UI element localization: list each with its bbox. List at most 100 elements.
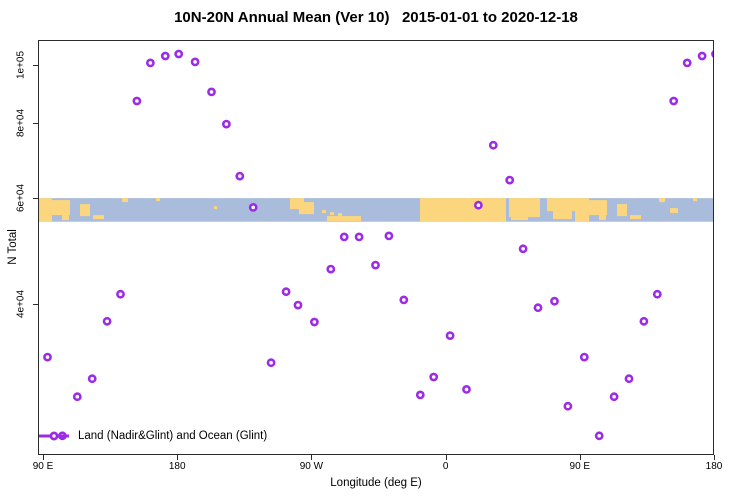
data-point [339, 232, 349, 242]
data-point [505, 175, 515, 185]
data-point [445, 331, 455, 340]
data-point [281, 287, 291, 297]
data-point [72, 392, 82, 402]
data-point [384, 231, 394, 241]
y-tick-mark [33, 303, 38, 305]
map-strip-land [693, 198, 697, 202]
data-point [190, 57, 200, 67]
data-point [550, 296, 559, 306]
y-tick-mark [33, 198, 38, 200]
data-point [669, 96, 679, 106]
data-point [639, 316, 649, 326]
data-point [146, 58, 155, 68]
data-point [102, 316, 112, 326]
y-tick-mark [33, 65, 38, 66]
x-tick-mark [311, 455, 313, 460]
data-point [293, 300, 303, 310]
map-strip-land [330, 212, 334, 216]
data-point [160, 51, 170, 61]
data-point [354, 232, 364, 242]
x-tick-label: 90 E [569, 461, 591, 472]
data-point [609, 392, 619, 402]
map-strip-land [630, 215, 641, 220]
x-tick-label: 0 [442, 461, 449, 472]
data-point [399, 295, 409, 305]
map-strip-land [338, 213, 342, 217]
map-strip-ocean [38, 198, 714, 222]
legend-label: Land (Nadir&Glint) and Ocean (Glint) [78, 430, 268, 442]
plot-area: Land (Nadir&Glint) and Ocean (Glint) [38, 40, 714, 455]
map-strip-land [62, 215, 69, 221]
y-tick-label: 8e+04 [15, 109, 27, 138]
data-point [462, 384, 471, 394]
data-point [594, 431, 604, 441]
legend: Land (Nadir&Glint) and Ocean (Glint) [38, 429, 267, 443]
x-tick-mark [43, 455, 44, 460]
map-strip-land [575, 198, 589, 222]
map-strip-land [511, 217, 528, 221]
map-strip-land [588, 200, 607, 216]
map-strip-land [670, 208, 678, 214]
chart-title: 10N-20N Annual Mean (Ver 10) 2015-01-01 … [174, 9, 578, 26]
data-point [309, 317, 319, 327]
x-tick-label: 90 W [299, 461, 324, 472]
map-strip-land [299, 202, 314, 215]
x-tick-mark [177, 455, 179, 460]
plot-border [38, 40, 714, 455]
y-tick-mark [33, 123, 38, 125]
map-strip-land [156, 198, 160, 202]
data-point [624, 374, 634, 384]
data-point [235, 171, 245, 181]
data-point [533, 303, 543, 313]
map-strip-land [599, 215, 606, 221]
data-point [207, 87, 216, 97]
data-point [473, 200, 483, 210]
map-strip-land [122, 198, 128, 203]
map-strip-land [547, 198, 578, 212]
plot-canvas [38, 40, 714, 455]
x-tick-mark [579, 455, 581, 460]
data-point [116, 289, 125, 299]
x-tick-label: 180 [168, 461, 186, 472]
x-axis-title: Longitude (deg E) [330, 477, 422, 489]
data-point [371, 260, 380, 270]
y-tick-label: 1e+05 [15, 50, 27, 80]
data-point [174, 49, 184, 59]
data-point [326, 264, 336, 274]
map-strip-land [322, 210, 326, 214]
data-point [415, 390, 425, 400]
map-strip-land [80, 204, 90, 217]
data-point [697, 51, 707, 61]
data-point [87, 374, 97, 384]
y-tick-label: 6e+04 [15, 184, 27, 213]
data-point [132, 96, 142, 106]
map-strip-land [617, 204, 627, 217]
map-strip-land [290, 198, 304, 210]
data-point [266, 358, 276, 368]
map-strip-land [93, 215, 104, 220]
map-strip-land [509, 198, 540, 218]
data-point [43, 352, 52, 362]
data-point [563, 401, 573, 411]
legend-symbol-icon [39, 431, 69, 441]
x-tick-mark [714, 455, 715, 460]
data-point [518, 244, 528, 254]
data-point [248, 202, 258, 212]
map-strip-land [38, 198, 52, 222]
map-strip-land [214, 206, 217, 210]
map-strip-land [553, 211, 572, 220]
map-strip-land [51, 200, 70, 216]
data-point [221, 119, 231, 129]
x-tick-label: 90 E [32, 461, 54, 472]
map-strip-land [420, 198, 506, 222]
x-tick-label: 180 [705, 461, 723, 472]
data-point [652, 289, 662, 299]
y-axis-title-text: N Total [7, 229, 19, 265]
map-strip-land [327, 216, 361, 222]
map-strip-land [659, 198, 665, 203]
data-point [429, 372, 439, 382]
x-tick-mark [445, 455, 447, 460]
data-point [488, 140, 498, 150]
data-point [579, 352, 589, 362]
